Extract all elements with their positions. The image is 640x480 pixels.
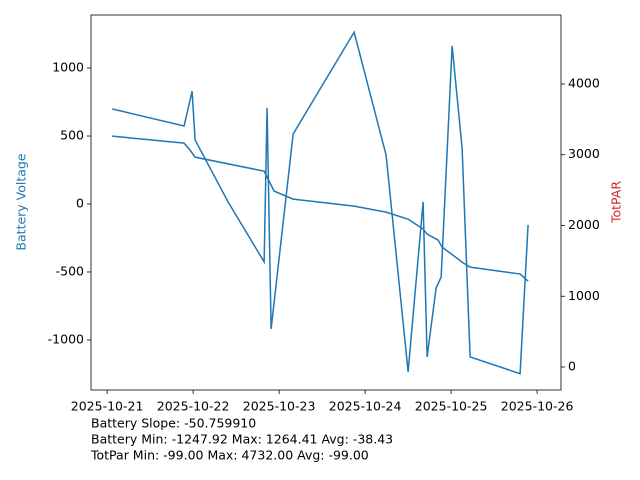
annotation: Battery Min: -1247.92 Max: 1264.41 Avg: … xyxy=(91,432,393,447)
plot-frame xyxy=(90,14,562,391)
y2-tick-label: 3000 xyxy=(568,146,600,161)
x-tick-label: 2025-10-25 xyxy=(415,399,488,414)
x-tick-label: 2025-10-26 xyxy=(501,399,574,414)
y2-tick-label: 2000 xyxy=(568,217,600,232)
x-tick-label: 2025-10-21 xyxy=(71,399,144,414)
annotation: TotPar Min: -99.00 Max: 4732.00 Avg: -99… xyxy=(90,448,369,463)
y-tick-label: -1000 xyxy=(48,331,84,346)
y-axis-label: Battery Voltage xyxy=(14,153,29,250)
y2-tick-label: 0 xyxy=(568,359,576,374)
x-tick-label: 2025-10-23 xyxy=(243,399,316,414)
data-line xyxy=(112,135,529,282)
y-tick-label: 500 xyxy=(60,128,84,143)
data-line xyxy=(111,30,529,375)
y-tick-label: 1000 xyxy=(52,60,84,75)
y2-tick-label: 1000 xyxy=(568,288,600,303)
y2-tick-label: 4000 xyxy=(568,75,600,90)
y-tick-label: 0 xyxy=(76,195,84,210)
y2-axis-label: TotPAR xyxy=(609,181,624,224)
annotation: Battery Slope: -50.759910 xyxy=(91,416,256,431)
x-tick-label: 2025-10-24 xyxy=(329,399,402,414)
x-tick-label: 2025-10-22 xyxy=(157,399,230,414)
y-tick-label: -500 xyxy=(56,263,84,278)
